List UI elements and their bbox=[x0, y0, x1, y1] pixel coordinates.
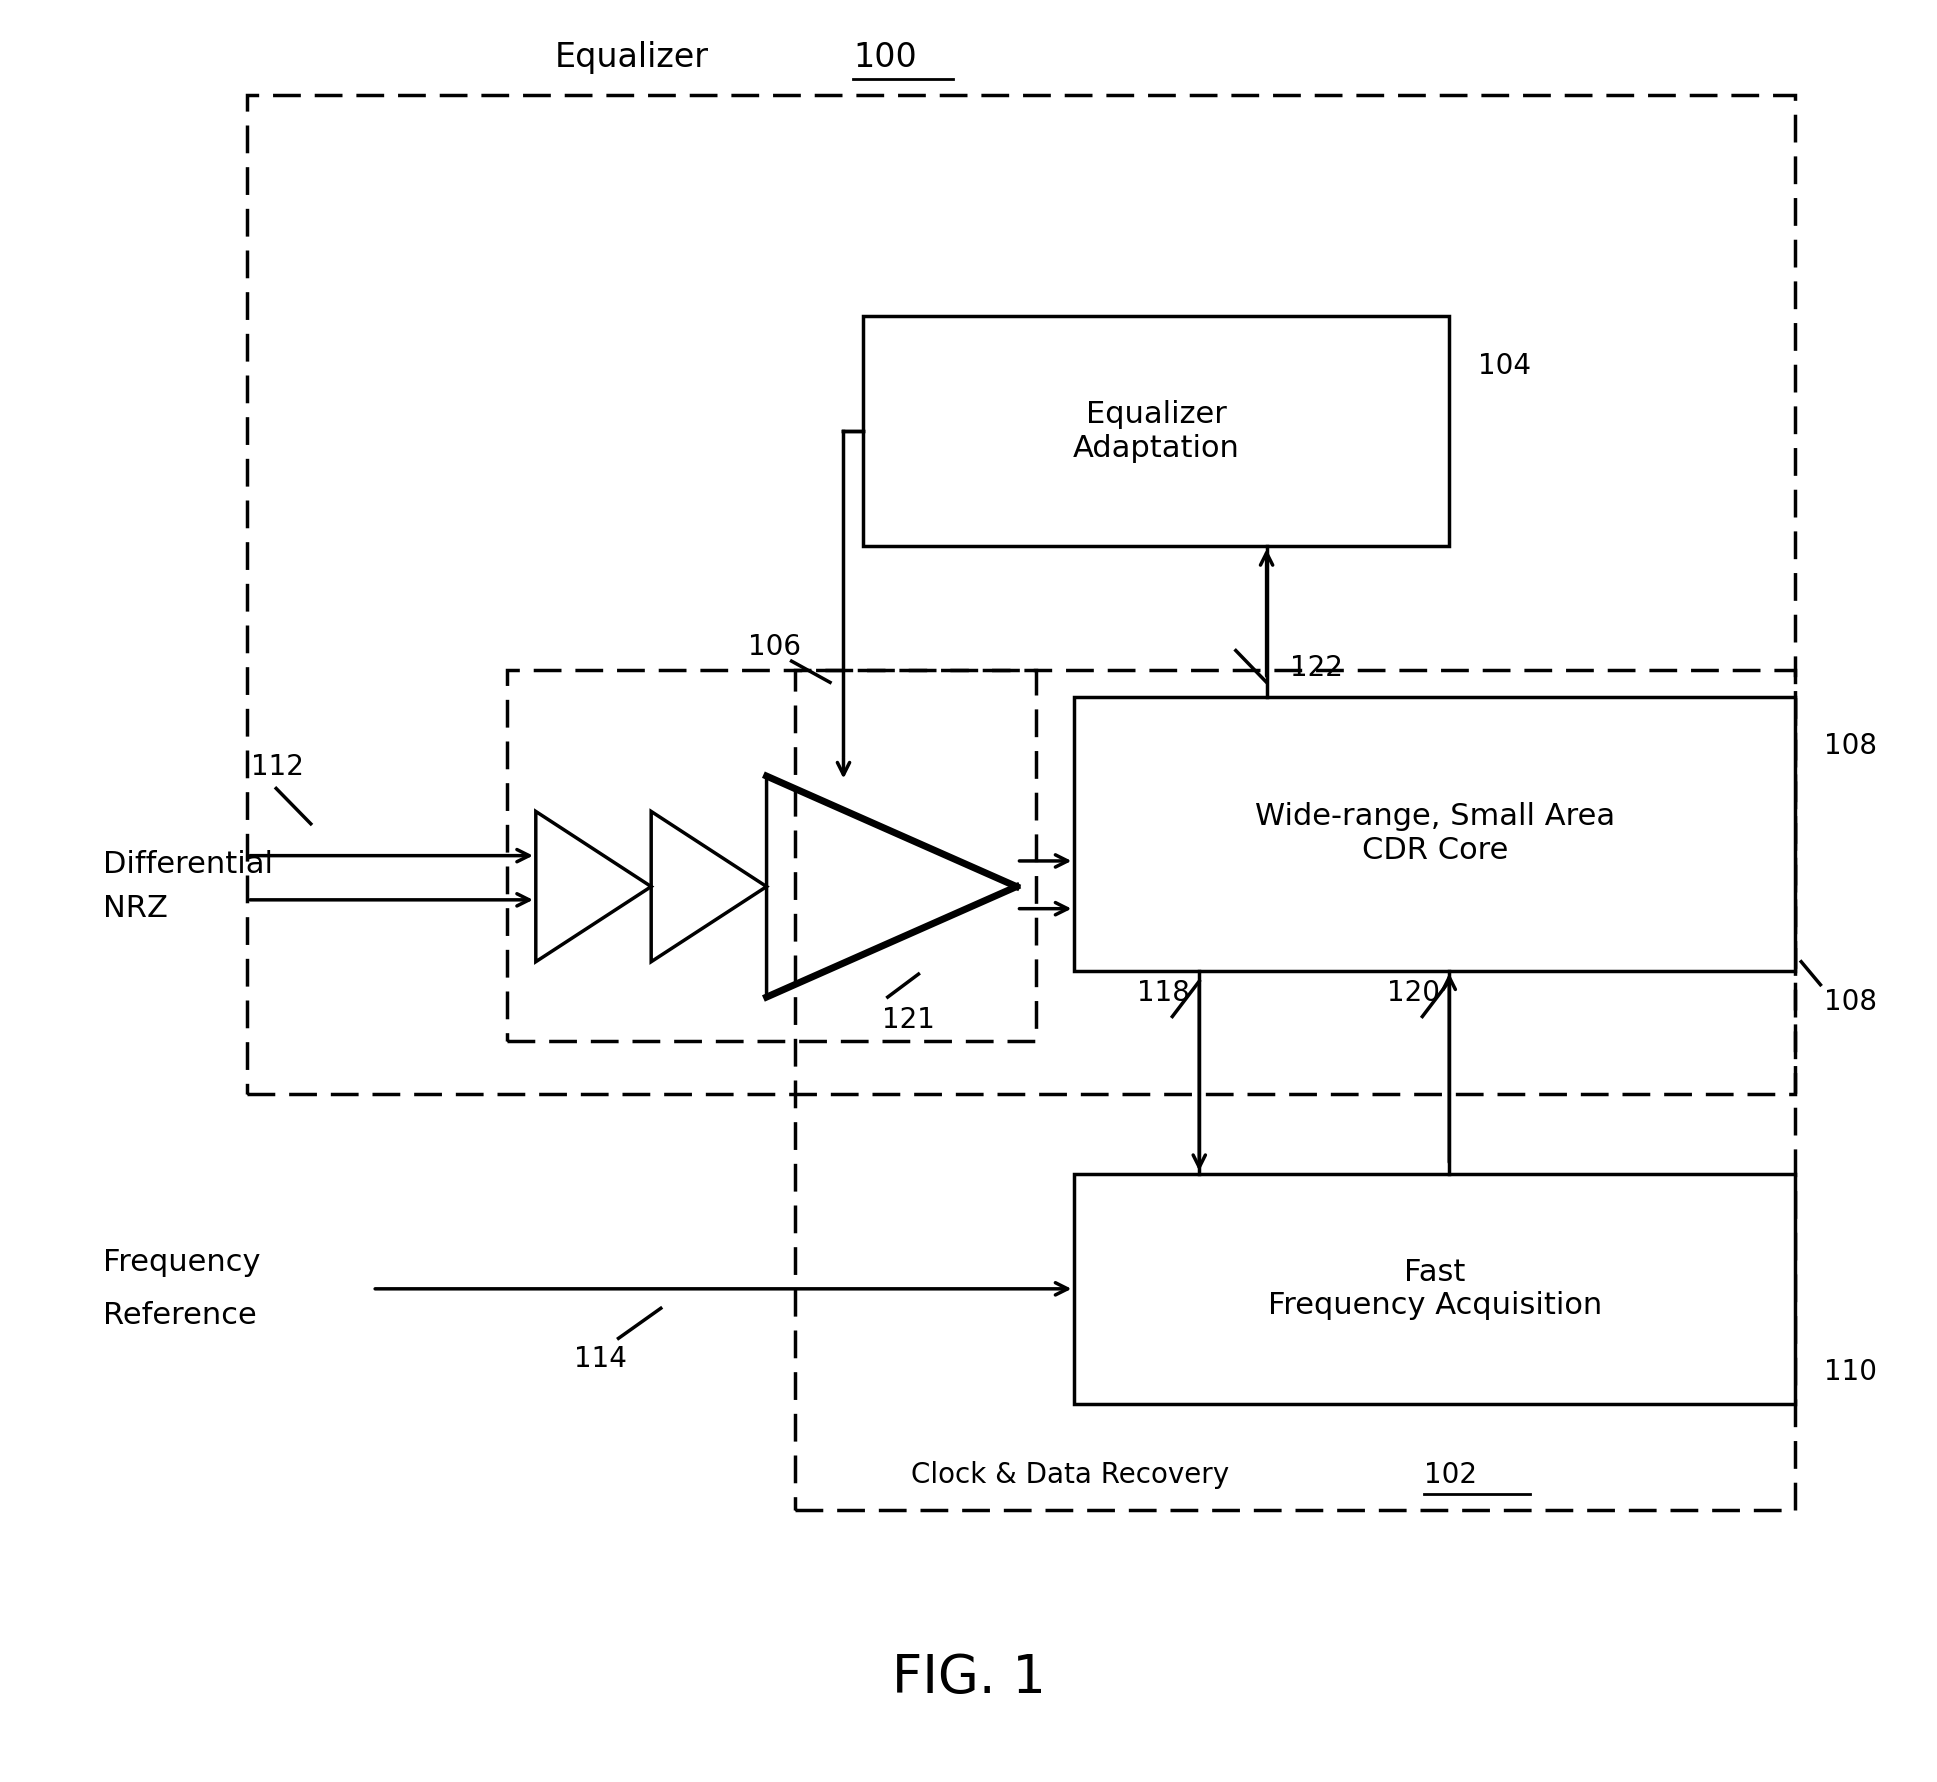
Text: Frequency: Frequency bbox=[103, 1247, 261, 1278]
Text: FIG. 1: FIG. 1 bbox=[891, 1652, 1046, 1704]
Text: 100: 100 bbox=[852, 41, 916, 75]
Text: NRZ: NRZ bbox=[103, 895, 169, 923]
Bar bbox=[248, 96, 1796, 1094]
Text: 122: 122 bbox=[1290, 654, 1342, 683]
Text: 120: 120 bbox=[1387, 980, 1439, 1007]
Text: 112: 112 bbox=[252, 754, 304, 781]
Bar bbox=[1075, 1174, 1796, 1404]
Text: Clock & Data Recovery: Clock & Data Recovery bbox=[910, 1461, 1228, 1488]
Bar bbox=[1075, 697, 1796, 971]
Bar bbox=[862, 317, 1449, 547]
Text: Equalizer
Adaptation: Equalizer Adaptation bbox=[1073, 399, 1240, 463]
Text: Differential: Differential bbox=[103, 850, 273, 879]
Text: Equalizer: Equalizer bbox=[556, 41, 709, 75]
Text: Reference: Reference bbox=[103, 1301, 258, 1329]
Bar bbox=[796, 670, 1796, 1509]
Text: Wide-range, Small Area
CDR Core: Wide-range, Small Area CDR Core bbox=[1255, 802, 1615, 864]
Text: 102: 102 bbox=[1424, 1461, 1478, 1488]
Text: 114: 114 bbox=[573, 1345, 628, 1374]
Text: 108: 108 bbox=[1825, 989, 1877, 1016]
Text: 108: 108 bbox=[1825, 732, 1877, 759]
Text: 121: 121 bbox=[881, 1005, 936, 1034]
Text: Fast
Frequency Acquisition: Fast Frequency Acquisition bbox=[1267, 1258, 1602, 1320]
Text: 106: 106 bbox=[748, 633, 802, 661]
Bar bbox=[507, 670, 1036, 1041]
Text: 118: 118 bbox=[1137, 980, 1189, 1007]
Text: 110: 110 bbox=[1825, 1358, 1877, 1386]
Text: 104: 104 bbox=[1478, 351, 1530, 380]
